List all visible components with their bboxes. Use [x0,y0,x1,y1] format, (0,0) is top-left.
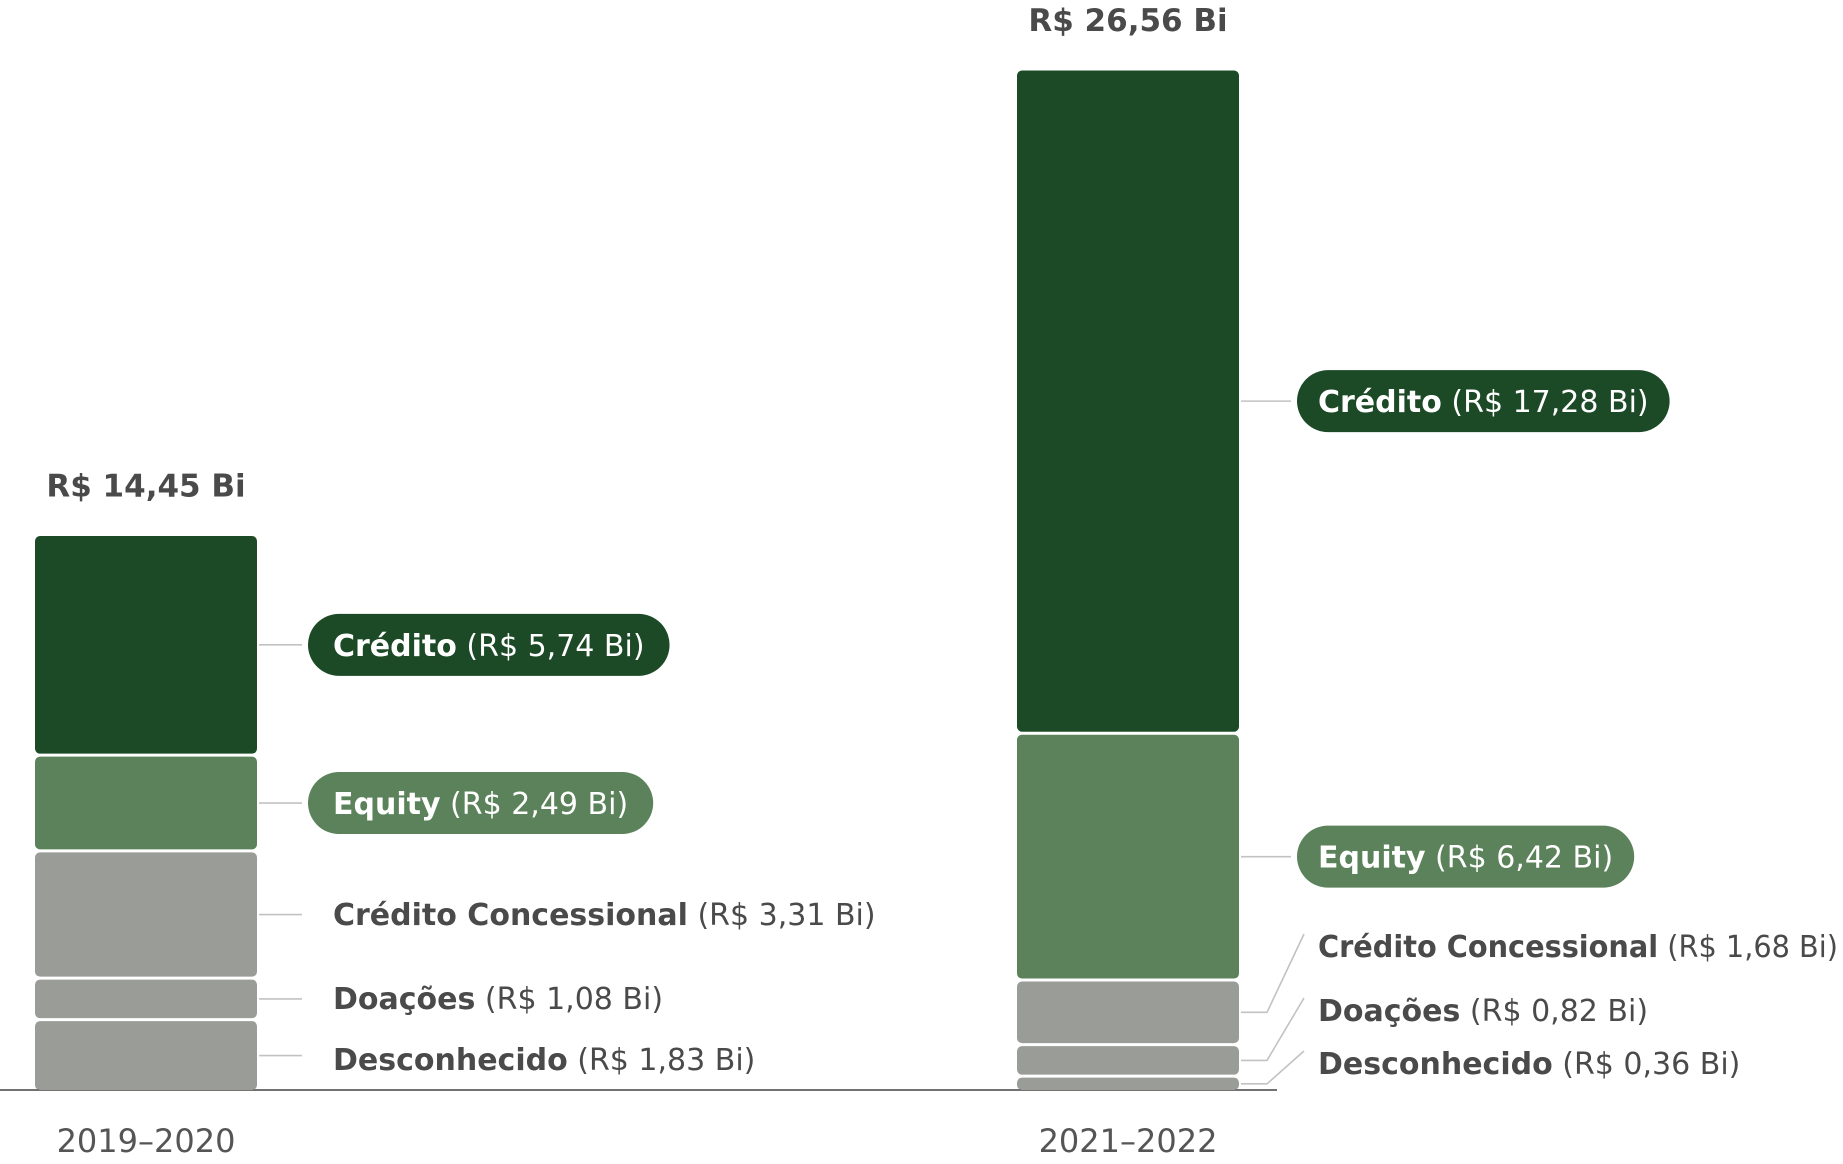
segment-label-value-desconhecido-2021-2022: (R$ 0,36 Bi) [1553,1047,1741,1082]
segment-label-text-equity-2021-2022: Equity (R$ 6,42 Bi) [1318,841,1613,876]
bar-segment-doacoes-2019-2020 [35,979,257,1019]
segment-label-text-credito-concessional-2021-2022: Crédito Concessional (R$ 1,68 Bi) [1318,930,1838,965]
leader-line-credito-concessional-2021-2022 [1241,933,1305,1014]
segment-label-text-credito-2021-2022: Crédito (R$ 17,28 Bi) [1318,385,1649,420]
segment-label-value-credito-2021-2022: (R$ 17,28 Bi) [1442,385,1649,420]
segment-label-pill-credito-2021-2022 [1297,370,1670,433]
segment-label-pill-credito-2019-2020 [308,613,670,676]
segment-label-value-credito-concessional-2021-2022: (R$ 1,68 Bi) [1658,930,1838,965]
bar-segment-desconhecido-2021-2022 [1017,1077,1239,1090]
segment-label-credito-2021-2022: Crédito (R$ 17,28 Bi) [1297,370,1670,433]
leader-line-doacoes-2021-2022 [1241,997,1305,1062]
segment-label-name-credito-concessional-2019-2020: Crédito Concessional [333,898,688,933]
x-tick-label-2021-2022: 2021–2022 [1039,1122,1218,1160]
bar-segment-doacoes-2021-2022 [1017,1046,1239,1075]
segment-label-name-desconhecido-2021-2022: Desconhecido [1318,1047,1553,1082]
segment-label-value-equity-2019-2020: (R$ 2,49 Bi) [441,787,629,822]
segment-label-name-desconhecido-2019-2020: Desconhecido [333,1043,568,1078]
segment-label-desconhecido-2019-2020: Desconhecido (R$ 1,83 Bi) [333,1043,755,1078]
segment-label-credito-2019-2020: Crédito (R$ 5,74 Bi) [308,613,670,676]
bar-total-label-2021-2022: R$ 26,56 Bi [1028,3,1227,39]
segment-label-value-desconhecido-2019-2020: (R$ 1,83 Bi) [568,1043,756,1078]
segment-label-equity-2021-2022: Equity (R$ 6,42 Bi) [1297,825,1635,888]
leader-line-desconhecido-2021-2022 [1241,1050,1305,1085]
segment-label-pill-equity-2021-2022 [1297,825,1635,888]
segment-label-doacoes-2021-2022: Doações (R$ 0,82 Bi) [1318,994,1648,1029]
segment-label-text-desconhecido-2019-2020: Desconhecido (R$ 1,83 Bi) [333,1043,755,1078]
bar-segment-desconhecido-2019-2020 [35,1021,257,1090]
segment-label-text-doacoes-2019-2020: Doações (R$ 1,08 Bi) [333,982,663,1017]
segment-label-name-credito-concessional-2021-2022: Crédito Concessional [1318,930,1658,965]
segment-label-name-credito-2021-2022: Crédito [1318,385,1442,420]
segment-label-name-equity-2021-2022: Equity [1318,841,1426,876]
segment-label-name-equity-2019-2020: Equity [333,787,441,822]
bar-segment-credito-concessional-2021-2022 [1017,981,1239,1044]
segment-label-pill-equity-2019-2020 [308,772,654,835]
bar-segment-equity-2021-2022 [1017,734,1239,979]
segment-label-text-desconhecido-2021-2022: Desconhecido (R$ 0,36 Bi) [1318,1047,1740,1082]
bar-total-label-2019-2020: R$ 14,45 Bi [46,469,245,505]
segment-label-text-credito-concessional-2019-2020: Crédito Concessional (R$ 3,31 Bi) [333,898,876,933]
segment-label-name-doacoes-2019-2020: Doações [333,982,475,1017]
segment-label-doacoes-2019-2020: Doações (R$ 1,08 Bi) [333,982,663,1017]
segment-label-value-credito-concessional-2019-2020: (R$ 3,31 Bi) [688,898,876,933]
segment-label-name-credito-2019-2020: Crédito [333,629,457,664]
segment-label-credito-concessional-2021-2022: Crédito Concessional (R$ 1,68 Bi) [1318,930,1838,965]
segment-label-desconhecido-2021-2022: Desconhecido (R$ 0,36 Bi) [1318,1047,1740,1082]
segment-label-value-equity-2021-2022: (R$ 6,42 Bi) [1426,841,1614,876]
segment-label-text-credito-2019-2020: Crédito (R$ 5,74 Bi) [333,629,645,664]
bar-segment-credito-2019-2020 [35,536,257,754]
segment-label-value-doacoes-2021-2022: (R$ 0,82 Bi) [1460,994,1648,1029]
bar-segment-credito-concessional-2019-2020 [35,852,257,977]
segment-label-value-doacoes-2019-2020: (R$ 1,08 Bi) [475,982,663,1017]
bar-segment-credito-2021-2022 [1017,70,1239,732]
segment-label-text-equity-2019-2020: Equity (R$ 2,49 Bi) [333,787,628,822]
segment-label-equity-2019-2020: Equity (R$ 2,49 Bi) [308,772,654,835]
segment-label-name-doacoes-2021-2022: Doações [1318,994,1460,1029]
bar-segment-equity-2019-2020 [35,756,257,850]
x-tick-label-2019-2020: 2019–2020 [57,1122,236,1160]
segment-label-value-credito-2019-2020: (R$ 5,74 Bi) [457,629,645,664]
segment-label-text-doacoes-2021-2022: Doações (R$ 0,82 Bi) [1318,994,1648,1029]
segment-label-credito-concessional-2019-2020: Crédito Concessional (R$ 3,31 Bi) [333,898,876,933]
